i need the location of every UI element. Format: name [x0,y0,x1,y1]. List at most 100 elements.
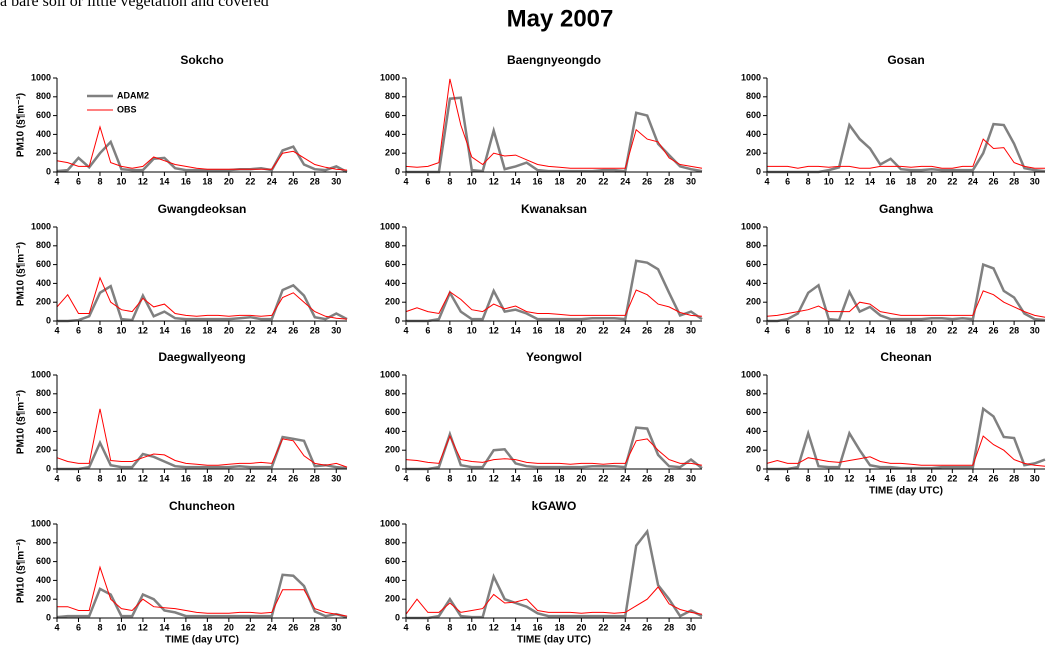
x-tick-label: 10 [824,325,834,335]
x-tick-label: 28 [310,176,320,186]
x-tick-label: 26 [288,622,298,632]
series-line [56,276,348,320]
x-tick-label: 14 [159,176,169,186]
x-tick-label: 28 [310,622,320,632]
y-tick-label: 800 [746,240,761,250]
y-tick-label: 200 [36,594,51,604]
x-tick-label: 24 [968,473,978,483]
x-tick-label: 8 [806,176,811,186]
x-tick-label: 20 [224,325,234,335]
x-tick-label: 28 [664,325,674,335]
x-axis-label: TIME (day UTC) [165,635,239,646]
panel-title: Gosan [887,53,924,67]
y-tick-label: 800 [36,388,51,398]
x-tick-label: 6 [76,325,81,335]
series-line [56,139,348,174]
x-tick-label: 20 [224,473,234,483]
y-tick-label: 800 [36,537,51,547]
x-tick-label: 10 [116,325,126,335]
x-tick-label: 6 [76,622,81,632]
y-tick-label: 1000 [741,369,761,379]
y-tick-label: 400 [36,129,51,139]
y-tick-label: 600 [36,407,51,417]
x-tick-label: 24 [620,473,630,483]
x-tick-label: 8 [447,473,452,483]
x-tick-label: 22 [245,325,255,335]
x-tick-label: 24 [267,176,277,186]
x-tick-label: 8 [806,473,811,483]
x-tick-label: 22 [598,325,608,335]
x-tick-label: 26 [642,325,652,335]
series-line [406,528,703,620]
x-tick-label: 24 [620,176,630,186]
x-tick-label: 20 [224,176,234,186]
x-tick-label: 22 [245,176,255,186]
x-tick-label: 16 [886,176,896,186]
x-tick-label: 18 [906,473,916,483]
x-tick-label: 4 [403,473,408,483]
y-tick-label: 800 [385,91,400,101]
x-tick-label: 30 [686,176,696,186]
x-tick-label: 14 [511,176,521,186]
panel-title: Ganghwa [879,202,933,216]
x-tick-label: 26 [989,176,999,186]
y-tick-label: 400 [385,575,400,585]
y-tick-label: 800 [36,240,51,250]
x-tick-label: 6 [785,176,790,186]
y-tick-label: 600 [36,556,51,566]
x-tick-label: 6 [76,176,81,186]
panel-title: Daegwallyeong [158,350,245,364]
series-line [405,78,703,169]
y-tick-label: 400 [746,278,761,288]
y-tick-label: 0 [46,612,51,622]
y-tick-label: 0 [756,463,761,473]
x-tick-label: 30 [331,176,341,186]
x-tick-label: 28 [664,176,674,186]
x-tick-label: 12 [844,473,854,483]
x-tick-label: 10 [116,473,126,483]
y-tick-label: 600 [746,110,761,120]
x-tick-label: 14 [511,622,521,632]
x-tick-label: 20 [576,325,586,335]
x-tick-label: 22 [947,176,957,186]
text-fragment: a bare soil or little vegetation and cov… [0,0,269,10]
x-tick-label: 20 [927,176,937,186]
x-tick-label: 8 [806,325,811,335]
x-tick-label: 30 [1030,473,1040,483]
x-tick-label: 12 [138,325,148,335]
x-tick-label: 6 [425,622,430,632]
x-tick-label: 18 [202,622,212,632]
x-tick-label: 4 [54,325,59,335]
x-tick-label: 14 [865,176,875,186]
y-tick-label: 0 [395,612,400,622]
x-tick-label: 12 [138,176,148,186]
series-line [767,138,1045,169]
series-line [406,259,703,323]
x-tick-label: 12 [844,325,854,335]
panel-title: Yeongwol [526,350,582,364]
x-tick-label: 28 [1009,325,1019,335]
y-tick-label: 200 [746,297,761,307]
y-tick-label: 800 [385,388,400,398]
y-tick-label: 400 [385,129,400,139]
y-tick-label: 1000 [31,72,51,82]
y-tick-label: 400 [746,426,761,436]
panel-title: kGAWO [532,499,577,513]
x-tick-label: 16 [533,325,543,335]
series-line [405,586,703,615]
legend-label: OBS [117,104,137,114]
y-tick-label: 200 [385,445,400,455]
x-tick-label: 10 [467,325,477,335]
y-tick-label: 800 [746,388,761,398]
y-axis-label: PM10 (§¶m⁻³) [16,390,27,454]
y-axis-label: PM10 (§¶m⁻³) [16,242,27,306]
x-tick-label: 16 [181,325,191,335]
x-tick-label: 14 [865,325,875,335]
x-tick-label: 16 [533,176,543,186]
x-tick-label: 30 [331,473,341,483]
x-tick-label: 14 [511,325,521,335]
x-tick-label: 20 [927,325,937,335]
x-tick-label: 12 [138,473,148,483]
x-tick-label: 10 [116,176,126,186]
